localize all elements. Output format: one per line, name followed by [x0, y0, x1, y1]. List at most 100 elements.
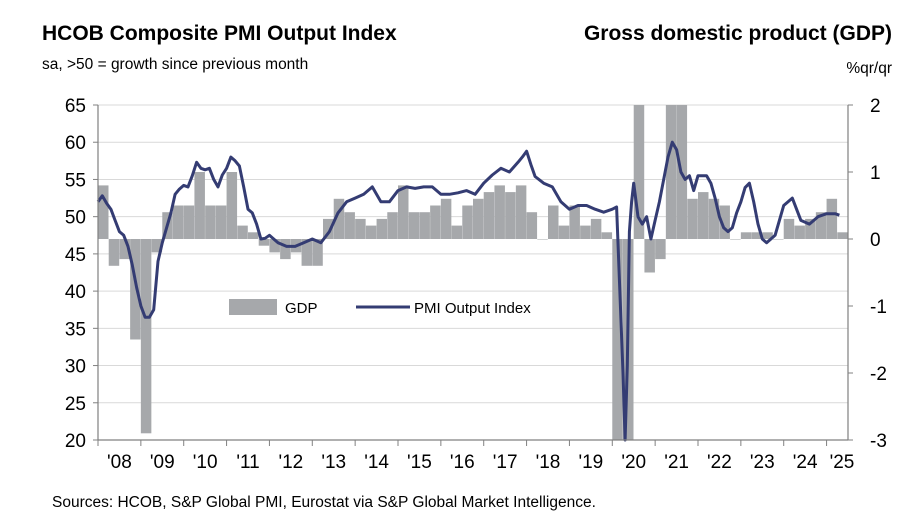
gdp-bar — [440, 198, 452, 239]
gdp-bar — [108, 239, 120, 266]
right-tick-label: 2 — [870, 96, 881, 117]
left-chart-title: HCOB Composite PMI Output Index — [42, 22, 397, 45]
gdp-bar — [633, 105, 645, 239]
left-tick-label: 60 — [65, 133, 86, 154]
gdp-bar — [826, 198, 838, 239]
left-tick-label: 30 — [65, 357, 86, 378]
gdp-bar — [130, 239, 141, 340]
gdp-bar — [515, 185, 527, 239]
gdp-bar — [655, 239, 666, 260]
gdp-bar — [580, 225, 591, 239]
gdp-bar — [269, 239, 280, 253]
gdp-bar — [301, 239, 313, 266]
gdp-bar — [762, 232, 773, 239]
legend-gdp-swatch — [229, 299, 277, 315]
right-tick-label: -1 — [870, 297, 887, 318]
gdp-bar — [751, 232, 763, 239]
gdp-bar — [558, 225, 570, 239]
gdp-bar — [344, 212, 355, 239]
gdp-bar — [215, 205, 227, 239]
legend-gdp-label: GDP — [285, 300, 318, 317]
gdp-bar — [569, 205, 580, 239]
gdp-bar — [398, 185, 409, 239]
gdp-bar — [151, 239, 163, 253]
gdp-bar — [473, 198, 484, 239]
gdp-bar — [590, 218, 602, 239]
gdp-bar — [612, 239, 623, 440]
gdp-bar — [183, 205, 195, 239]
gdp-bar — [773, 239, 784, 240]
gdp-bar — [205, 205, 216, 239]
gdp-bar — [376, 218, 388, 239]
x-tick-label: '24 — [793, 452, 818, 473]
x-tick-label: '08 — [107, 452, 132, 473]
x-tick-label: '19 — [578, 452, 603, 473]
gdp-bar — [719, 205, 730, 239]
gdp-bar — [483, 192, 495, 239]
x-tick-label: '15 — [407, 452, 432, 473]
left-tick-label: 20 — [65, 431, 86, 452]
pmi-line — [96, 140, 840, 442]
gdp-bar — [537, 239, 548, 240]
x-tick-label: '16 — [450, 452, 475, 473]
x-tick-label: '11 — [236, 452, 259, 473]
gdp-bar — [740, 232, 752, 239]
right-axis-unit: %qr/qr — [846, 60, 892, 77]
gdp-bar — [355, 218, 366, 239]
gdp-bar — [419, 212, 430, 239]
gdp-bar — [644, 239, 655, 273]
x-tick-label: '12 — [278, 452, 303, 473]
gdp-bar — [794, 225, 805, 239]
x-tick-label: '20 — [621, 452, 646, 473]
gdp-bar — [815, 212, 827, 239]
gdp-bar — [430, 205, 441, 239]
x-tick-label: '18 — [536, 452, 561, 473]
gdp-bar — [548, 205, 559, 239]
gdp-bar — [526, 212, 538, 239]
gdp-bar — [494, 185, 505, 239]
right-chart-title: Gross domestic product (GDP) — [583, 22, 892, 45]
x-tick-label: '25 — [830, 452, 855, 473]
gdp-bar — [805, 218, 816, 239]
left-tick-label: 35 — [65, 319, 86, 340]
gdp-bar — [312, 239, 323, 266]
gdp-bar — [698, 192, 709, 239]
x-tick-label: '09 — [150, 452, 175, 473]
gdp-bar — [687, 198, 698, 239]
gdp-bar — [323, 218, 334, 239]
gdp-bar — [451, 225, 463, 239]
gdp-bar — [194, 172, 205, 239]
gdp-bar — [237, 225, 248, 239]
left-tick-label: 40 — [65, 282, 86, 303]
x-tick-label: '14 — [364, 452, 389, 473]
x-tick-label: '13 — [321, 452, 346, 473]
gdp-bar — [248, 232, 259, 239]
gdp-bar — [280, 239, 291, 260]
left-tick-label: 55 — [65, 170, 86, 191]
chart-subtitle: sa, >50 = growth since previous month — [42, 56, 309, 73]
gdp-bar — [462, 205, 473, 239]
gdp-bar — [173, 205, 184, 239]
right-tick-label: -3 — [870, 431, 887, 452]
gdp-bar — [783, 218, 795, 239]
x-tick-label: '21 — [664, 452, 689, 473]
gdp-bar — [837, 232, 848, 239]
x-tick-label: '10 — [193, 452, 218, 473]
x-tick-label: '17 — [493, 452, 518, 473]
right-tick-label: 1 — [870, 163, 881, 184]
left-tick-label: 45 — [65, 245, 86, 266]
x-tick-label: '23 — [750, 452, 775, 473]
gdp-bar — [665, 105, 677, 239]
source-note: Sources: HCOB, S&P Global PMI, Eurostat … — [52, 494, 596, 511]
left-tick-label: 25 — [65, 394, 86, 415]
legend-pmi-label: PMI Output Index — [414, 300, 531, 317]
left-tick-label: 50 — [65, 208, 86, 229]
gdp-bar — [730, 239, 741, 240]
right-tick-label: -2 — [870, 364, 887, 385]
gdp-bar — [98, 185, 109, 239]
gdp-bar — [226, 172, 238, 239]
gdp-bar — [333, 198, 345, 239]
x-tick-label: '22 — [707, 452, 732, 473]
gdp-bar — [258, 239, 270, 246]
gdp-bar — [601, 232, 613, 239]
